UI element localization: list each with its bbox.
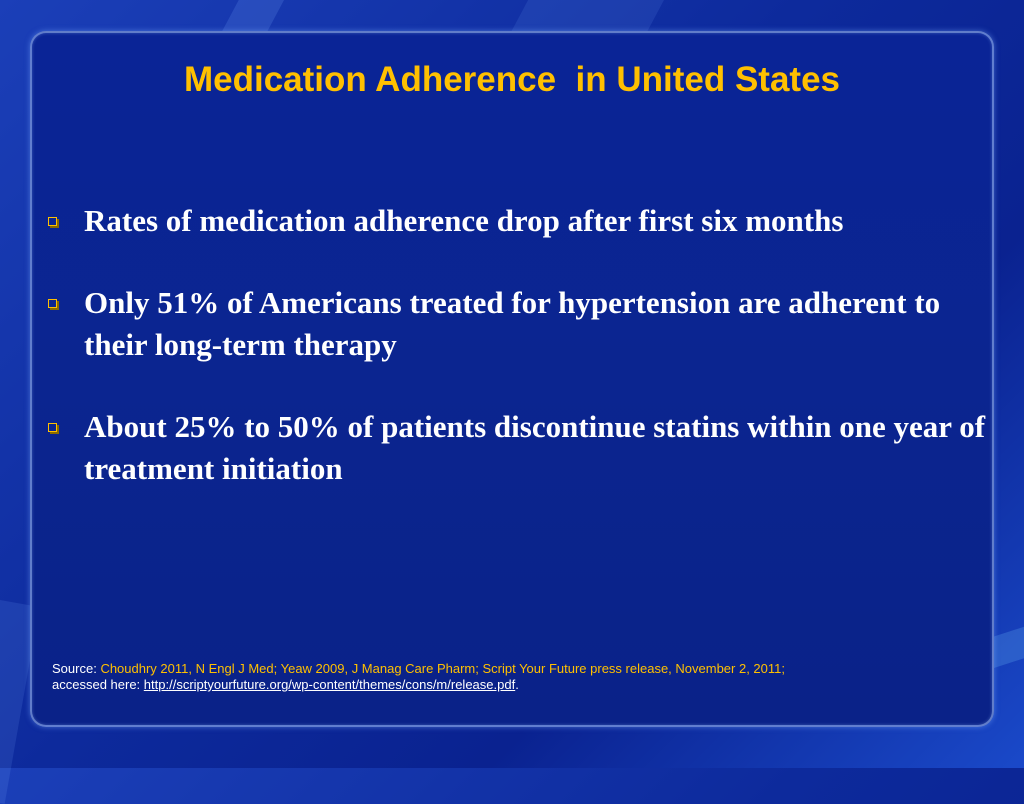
accessed-prefix: accessed here: [52, 677, 141, 692]
bullet-text: Rates of medication adherence drop after… [84, 203, 844, 238]
bullet-item: Only 51% of Americans treated for hypert… [46, 282, 986, 366]
source-references: Choudhry 2011, N Engl J Med; Yeaw 2009, … [100, 661, 786, 676]
slide-title: Medication Adherence in United States [183, 60, 841, 99]
bullet-text: Only 51% of Americans treated for hypert… [84, 285, 941, 362]
slide-content-panel [30, 31, 994, 727]
hollow-square-bullet-icon [48, 423, 57, 432]
hollow-square-bullet-icon [48, 217, 57, 226]
bullet-text: About 25% to 50% of patients discontinue… [84, 409, 986, 486]
source-citation: Source: Choudhry 2011, N Engl J Med; Yea… [52, 661, 952, 693]
source-link[interactable]: http://scriptyourfuture.org/wp-content/t… [143, 677, 516, 692]
bullet-list: Rates of medication adherence drop after… [46, 200, 986, 530]
hollow-square-bullet-icon [48, 299, 57, 308]
source-trailing: . [515, 677, 519, 692]
source-label: Source: [52, 661, 97, 676]
bullet-item: Rates of medication adherence drop after… [46, 200, 986, 242]
bullet-item: About 25% to 50% of patients discontinue… [46, 406, 986, 490]
